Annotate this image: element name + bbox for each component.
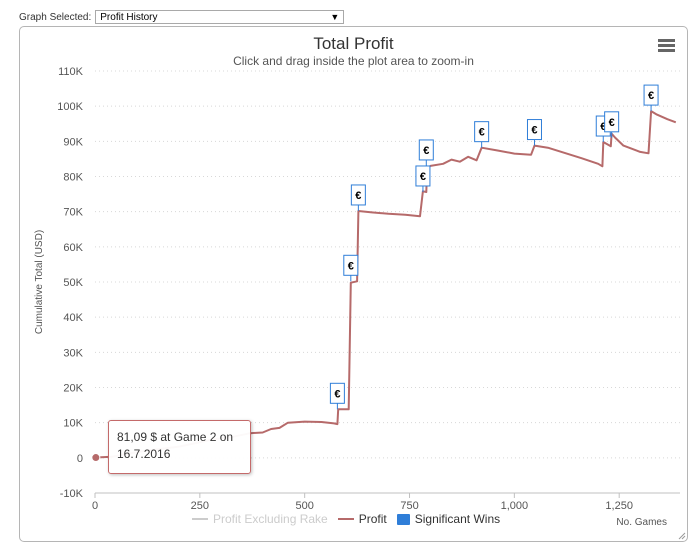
significant-win-flag-label: € — [479, 127, 485, 139]
y-tick-label: 70K — [63, 207, 83, 219]
y-tick-label: 80K — [63, 172, 83, 184]
legend-square-icon — [396, 513, 410, 525]
y-tick-label: 90K — [63, 136, 83, 148]
y-tick-label: 40K — [63, 312, 83, 324]
chart-subtitle: Click and drag inside the plot area to z… — [233, 54, 474, 68]
legend-label: Profit — [358, 512, 387, 526]
y-tick-label: 50K — [63, 277, 83, 289]
x-tick-label: 1,250 — [605, 500, 633, 512]
chart-menu-hamburger-icon[interactable] — [658, 39, 675, 53]
legend-item-significant-wins[interactable]: Significant Wins — [396, 512, 501, 526]
significant-win-flag-label: € — [348, 260, 354, 272]
chart-tooltip: 81,09 $ at Game 2 on 16.7.2016 — [108, 420, 251, 474]
x-tick-label: 0 — [92, 500, 98, 512]
significant-win-flag-label: € — [531, 125, 537, 137]
y-tick-label: 110K — [58, 66, 84, 78]
x-tick-label: 750 — [400, 500, 418, 512]
significant-win-flag[interactable] — [415, 165, 431, 187]
significant-win-flag[interactable] — [350, 184, 366, 206]
significant-win-flag[interactable] — [526, 119, 542, 141]
significant-win-flag[interactable] — [329, 382, 345, 404]
x-tick-label: 250 — [191, 500, 209, 512]
chart-title: Total Profit — [313, 34, 394, 53]
y-tick-label: 60K — [63, 242, 83, 254]
dropdown-arrow-icon[interactable]: ▼ — [330, 12, 340, 22]
significant-win-flag[interactable] — [474, 121, 490, 143]
graph-select[interactable]: Profit History ▼ — [95, 10, 345, 24]
significant-win-flag[interactable] — [343, 254, 359, 276]
significant-win-flag-label: € — [420, 171, 426, 183]
significant-win-flag-label: € — [609, 117, 615, 129]
graph-select-value: Profit History — [100, 11, 158, 23]
significant-win-flag-label: € — [423, 145, 429, 157]
y-tick-label: 20K — [63, 383, 83, 395]
legend-line-icon — [337, 518, 354, 520]
significant-win-flag-label: € — [334, 388, 340, 400]
y-tick-label: 30K — [63, 347, 83, 359]
significant-win-flag[interactable] — [643, 84, 659, 106]
y-tick-label: -10K — [60, 488, 84, 500]
chart-panel: Total Profit Click and drag inside the p… — [19, 26, 688, 542]
legend-label: Profit Excluding Rake — [213, 512, 328, 526]
y-tick-label: 100K — [57, 101, 83, 113]
profit-series-line[interactable] — [94, 110, 677, 459]
significant-win-flag-label: € — [355, 190, 361, 202]
significant-win-flag[interactable] — [604, 111, 620, 133]
chart-legend: Profit Excluding Rake Profit Significant… — [192, 512, 510, 526]
graph-selector-label: Graph Selected: — [19, 11, 92, 23]
y-tick-label: 0 — [77, 453, 83, 465]
resize-grip-icon[interactable] — [678, 532, 686, 540]
profit-chart[interactable]: -10K 0 10K 20K 30K 40K 50K 60K 70K 80K 90K 100K 110K… — [20, 27, 688, 542]
y-tick-label: 10K — [63, 418, 83, 430]
significant-win-flag-label: € — [600, 121, 606, 133]
legend-line-icon — [192, 518, 208, 520]
tooltip-point-marker[interactable] — [91, 453, 101, 463]
legend-item-profit[interactable]: Profit — [337, 512, 387, 526]
x-axis-title: No. Games — [616, 517, 667, 528]
legend-label: Significant Wins — [414, 512, 501, 526]
y-axis-title: Cumulative Total (USD) — [34, 230, 45, 334]
x-tick-label: 1,000 — [501, 500, 529, 512]
x-tick-label: 500 — [295, 500, 313, 512]
legend-item-profit-excluding-rake[interactable]: Profit Excluding Rake — [192, 512, 328, 526]
significant-win-flag-label: € — [648, 90, 654, 102]
significant-win-flag[interactable] — [418, 139, 434, 161]
graph-selector-row: Graph Selected: Profit History ▼ — [19, 9, 345, 25]
